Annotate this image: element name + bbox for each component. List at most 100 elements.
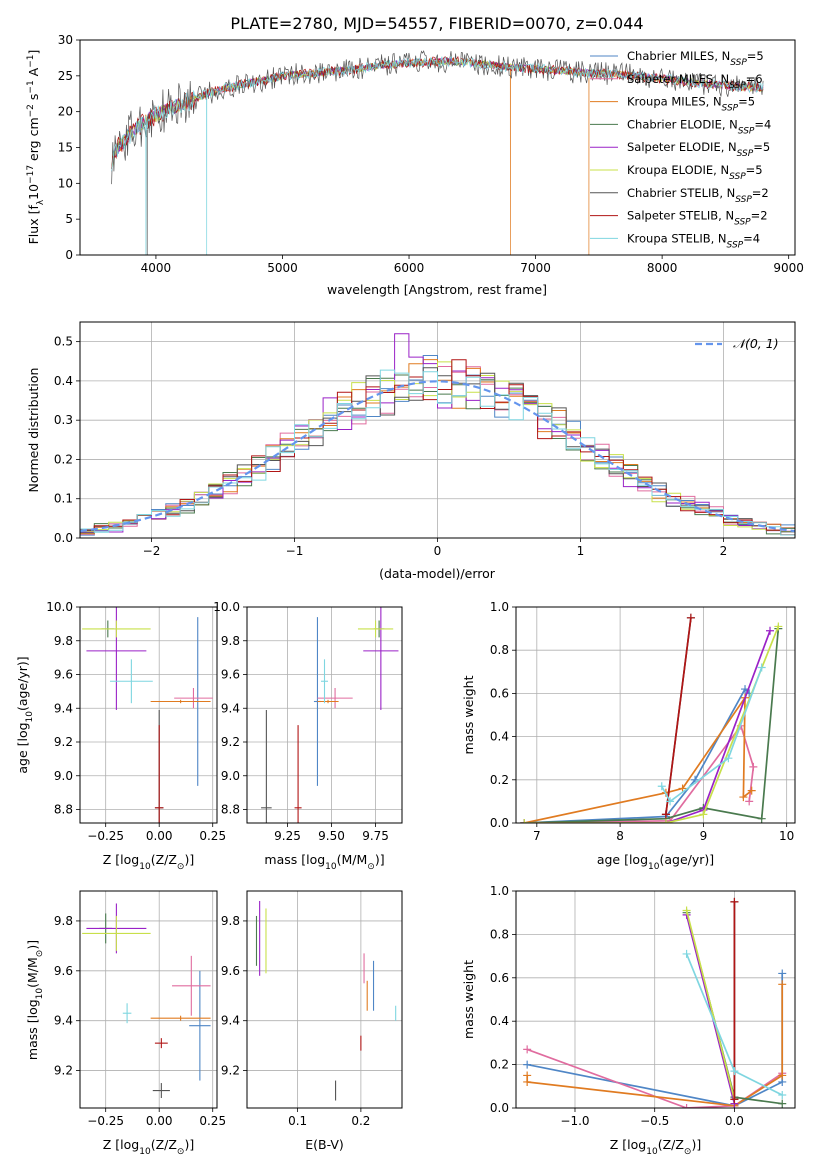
axes-frame bbox=[246, 890, 403, 1109]
label-part: =5 bbox=[746, 163, 763, 177]
x-tick-label: −2 bbox=[143, 544, 161, 558]
legend-entry: Chabrier STELIB, NSSP=2 bbox=[627, 186, 769, 205]
label-part: Chabrier MILES, N bbox=[627, 49, 730, 63]
label-part: 10 bbox=[35, 988, 45, 1000]
axes-frame bbox=[515, 890, 796, 1109]
spectrum-line-kroupa-stelib bbox=[111, 55, 764, 255]
y-axis-label: mass [log10(M/M⊙)] bbox=[25, 940, 45, 1060]
label-part: SSP bbox=[722, 104, 739, 114]
label-part: =4 bbox=[754, 117, 771, 131]
legend-entry: Salpeter STELIB, NSSP=2 bbox=[627, 209, 768, 228]
label-part: 10 bbox=[25, 711, 35, 723]
label-part: Z [log bbox=[103, 1137, 139, 1152]
legend-entry: Chabrier ELODIE, NSSP=4 bbox=[627, 117, 771, 136]
y-tick-label: 0.6 bbox=[490, 971, 509, 985]
x-tick-label: 9.25 bbox=[274, 829, 301, 843]
weight-marker bbox=[739, 793, 748, 802]
panels-group: 4000 5000 6000 7000 8000 9000051015202530Chab… bbox=[15, 33, 804, 1157]
y-tick-label: 9.6 bbox=[221, 668, 240, 682]
age-vs-mass-panel: 9.25 9.50 9.75 8.8 9.0 9.2 9.4 9.6 9.8 10.0 mass [… bbox=[213, 600, 403, 872]
gaussian-curve bbox=[80, 380, 795, 533]
y-tick-label: 9.6 bbox=[54, 964, 73, 978]
x-axis-label: mass [log10(M/M⊙)] bbox=[264, 852, 384, 872]
label-part: Salpeter MILES, N bbox=[627, 72, 729, 86]
mass-vs-Z-panel: −0.25 0.00 0.259.29.49.69.8Z [log10(Z/Z⊙)]… bbox=[25, 890, 226, 1157]
weight-marker bbox=[747, 786, 756, 795]
label-part: Chabrier STELIB, N bbox=[627, 186, 735, 200]
weight-marker bbox=[730, 1067, 739, 1076]
y-tick-label: 9.4 bbox=[221, 701, 240, 715]
label-part: age [log bbox=[597, 852, 648, 867]
x-tick-label: 0.00 bbox=[146, 829, 173, 843]
weight-marker bbox=[778, 980, 787, 989]
weight-marker bbox=[666, 797, 675, 806]
x-tick-label: 7000 bbox=[520, 261, 551, 275]
label-part: (M/M bbox=[25, 957, 40, 988]
weight-line-salpeter-stelib bbox=[665, 617, 692, 815]
y-tick-label: 9.4 bbox=[221, 1014, 240, 1028]
x-tick-label: −1 bbox=[286, 544, 304, 558]
y-tick-label: 0.0 bbox=[54, 531, 73, 545]
weight-vs-Z-panel-plot-area bbox=[523, 897, 787, 1108]
label-part: Salpeter STELIB, N bbox=[627, 209, 734, 223]
label-part: Salpeter ELODIE, N bbox=[627, 140, 737, 154]
x-axis-label: Z [log10(Z/Z⊙)] bbox=[610, 1137, 701, 1157]
axes-frame bbox=[246, 606, 403, 824]
label-part: (age/yr)] bbox=[659, 852, 714, 867]
y-tick-label: 1.0 bbox=[490, 600, 509, 614]
x-tick-label: 8000 bbox=[647, 261, 678, 275]
y-tick-label: 9.2 bbox=[54, 735, 73, 749]
weight-marker bbox=[682, 1104, 691, 1108]
label-part: SSP bbox=[737, 149, 754, 159]
weight-marker bbox=[778, 1071, 787, 1080]
label-part: λ bbox=[36, 199, 46, 205]
label-part: mass [log bbox=[25, 999, 40, 1060]
age-vs-Z-panel: −0.25 0.00 0.25 8.8 9.0 9.2 9.4 9.6 9.8 10.0 Z [lo… bbox=[15, 600, 226, 872]
y-axis-label: Normed distribution bbox=[26, 368, 41, 493]
label-part: mass [log bbox=[264, 852, 325, 867]
weight-marker bbox=[757, 814, 766, 823]
axes-frame bbox=[79, 606, 218, 824]
y-tick-label: 0 bbox=[65, 248, 73, 262]
weight-marker bbox=[682, 949, 691, 958]
weight-vs-Z-panel: −1.0 −0.5 0.0 0.0 0.2 0.4 0.6 0.8 1.0 Z [log10(Z/… bbox=[461, 884, 796, 1157]
label-part: age [log bbox=[15, 722, 30, 773]
weight-marker bbox=[745, 797, 754, 806]
legend-entry: Kroupa STELIB, NSSP=4 bbox=[627, 231, 760, 250]
label-part: Kroupa ELODIE, N bbox=[627, 163, 729, 177]
weight-marker bbox=[661, 819, 670, 823]
mass-vs-Z-panel-plot-area bbox=[82, 903, 211, 1099]
weight-line-salpeter-elodie bbox=[685, 914, 736, 1104]
y-tick-label: 9.0 bbox=[54, 769, 73, 783]
label-part: Kroupa STELIB, N bbox=[627, 231, 727, 245]
label-part: SSP bbox=[735, 195, 752, 205]
y-tick-label: 0.3 bbox=[54, 413, 73, 427]
axes-frame bbox=[79, 890, 218, 1109]
y-tick-label: 8.8 bbox=[221, 803, 240, 817]
label-part: =2 bbox=[751, 209, 768, 223]
y-tick-label: 9.0 bbox=[221, 769, 240, 783]
x-tick-label: 0 bbox=[434, 544, 442, 558]
y-tick-label: 10.0 bbox=[46, 600, 73, 614]
weight-marker bbox=[661, 810, 670, 819]
label-part: ⊙ bbox=[177, 862, 185, 872]
label-part: 10 bbox=[325, 862, 337, 872]
y-axis-label: age [log10(age/yr)] bbox=[15, 656, 35, 773]
weight-vs-age-panel-plot-area bbox=[520, 613, 783, 823]
label-part: Flux [f bbox=[26, 205, 41, 245]
label-part: ⊙ bbox=[684, 1147, 692, 1157]
label-part: )] bbox=[25, 940, 40, 950]
label-part: ⊙ bbox=[177, 1147, 185, 1157]
figure-title: PLATE=2780, MJD=54557, FIBERID=0070, z=0… bbox=[230, 14, 643, 33]
weight-line-salpeter-elodie bbox=[524, 630, 771, 823]
label-part: )] bbox=[375, 852, 385, 867]
label-part: =5 bbox=[753, 140, 770, 154]
y-tick-label: 0.6 bbox=[490, 686, 509, 700]
legend-entry: Kroupa MILES, NSSP=5 bbox=[627, 95, 755, 114]
y-tick-label: 5 bbox=[65, 212, 73, 226]
spectrum-panel-plot-area bbox=[111, 50, 764, 255]
label-part: 10 bbox=[648, 862, 660, 872]
label-part: −1 bbox=[26, 80, 36, 93]
